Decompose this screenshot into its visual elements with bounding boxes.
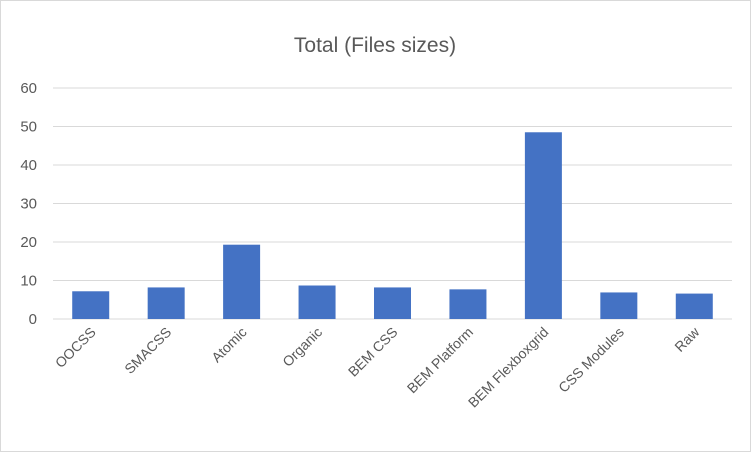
x-category-label: Raw [671,323,703,355]
x-category-label: BEM CSS [345,324,401,380]
x-category-label: CSS Modules [555,324,627,396]
y-tick-label: 40 [20,157,37,174]
gridlines [53,87,732,320]
bars [72,132,713,319]
bar-oocss [72,291,110,319]
x-category-label: BEM Flexboxgrid [465,324,552,411]
x-category-label: BEM Platform [404,324,476,396]
y-tick-label: 50 [20,119,37,136]
y-tick-label: 20 [20,234,37,251]
chart-title: Total (Files sizes) [294,34,456,57]
y-tick-label: 60 [20,80,37,97]
bar-css-modules [600,292,638,319]
bar-organic [298,285,336,319]
bar-atomic [223,244,261,319]
bar-bem-css [374,287,411,319]
bar-raw [675,293,713,319]
bar-bem-platform [449,289,487,319]
bar-bem-flexboxgrid [524,132,562,319]
x-category-label: OOCSS [52,324,99,371]
y-tick-label: 10 [20,273,37,290]
x-axis-categories: OOCSS SMACSS Atomic Organic BEM CSS BEM Platf… [52,323,703,410]
x-category-label: SMACSS [121,324,174,377]
y-tick-label: 0 [29,311,37,328]
bar-smacss [147,287,185,319]
x-category-label: Organic [279,324,325,370]
x-category-label: Atomic [208,324,250,366]
y-tick-label: 30 [20,196,37,213]
y-axis-ticks: 0 10 20 30 40 50 60 [20,80,37,328]
